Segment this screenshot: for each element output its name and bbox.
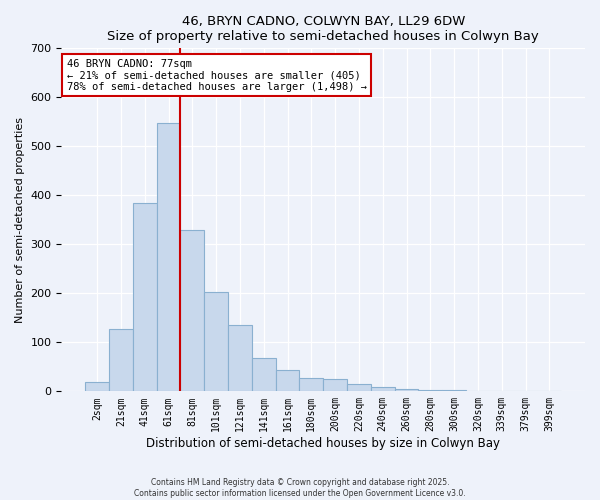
Bar <box>347 384 371 392</box>
Text: 46 BRYN CADNO: 77sqm
← 21% of semi-detached houses are smaller (405)
78% of semi: 46 BRYN CADNO: 77sqm ← 21% of semi-detac… <box>67 58 367 92</box>
Bar <box>252 358 275 392</box>
Bar <box>157 123 181 392</box>
Y-axis label: Number of semi-detached properties: Number of semi-detached properties <box>15 117 25 323</box>
Bar <box>395 389 418 392</box>
Bar <box>109 328 133 392</box>
Bar <box>323 379 347 392</box>
Bar <box>275 370 299 392</box>
Bar <box>418 390 442 392</box>
Bar <box>133 202 157 392</box>
Bar <box>299 378 323 392</box>
Bar <box>181 230 204 392</box>
Text: Contains HM Land Registry data © Crown copyright and database right 2025.
Contai: Contains HM Land Registry data © Crown c… <box>134 478 466 498</box>
Bar <box>442 390 466 392</box>
X-axis label: Distribution of semi-detached houses by size in Colwyn Bay: Distribution of semi-detached houses by … <box>146 437 500 450</box>
Bar <box>204 292 228 392</box>
Bar <box>371 388 395 392</box>
Title: 46, BRYN CADNO, COLWYN BAY, LL29 6DW
Size of property relative to semi-detached : 46, BRYN CADNO, COLWYN BAY, LL29 6DW Siz… <box>107 15 539 43</box>
Bar <box>85 382 109 392</box>
Bar <box>228 325 252 392</box>
